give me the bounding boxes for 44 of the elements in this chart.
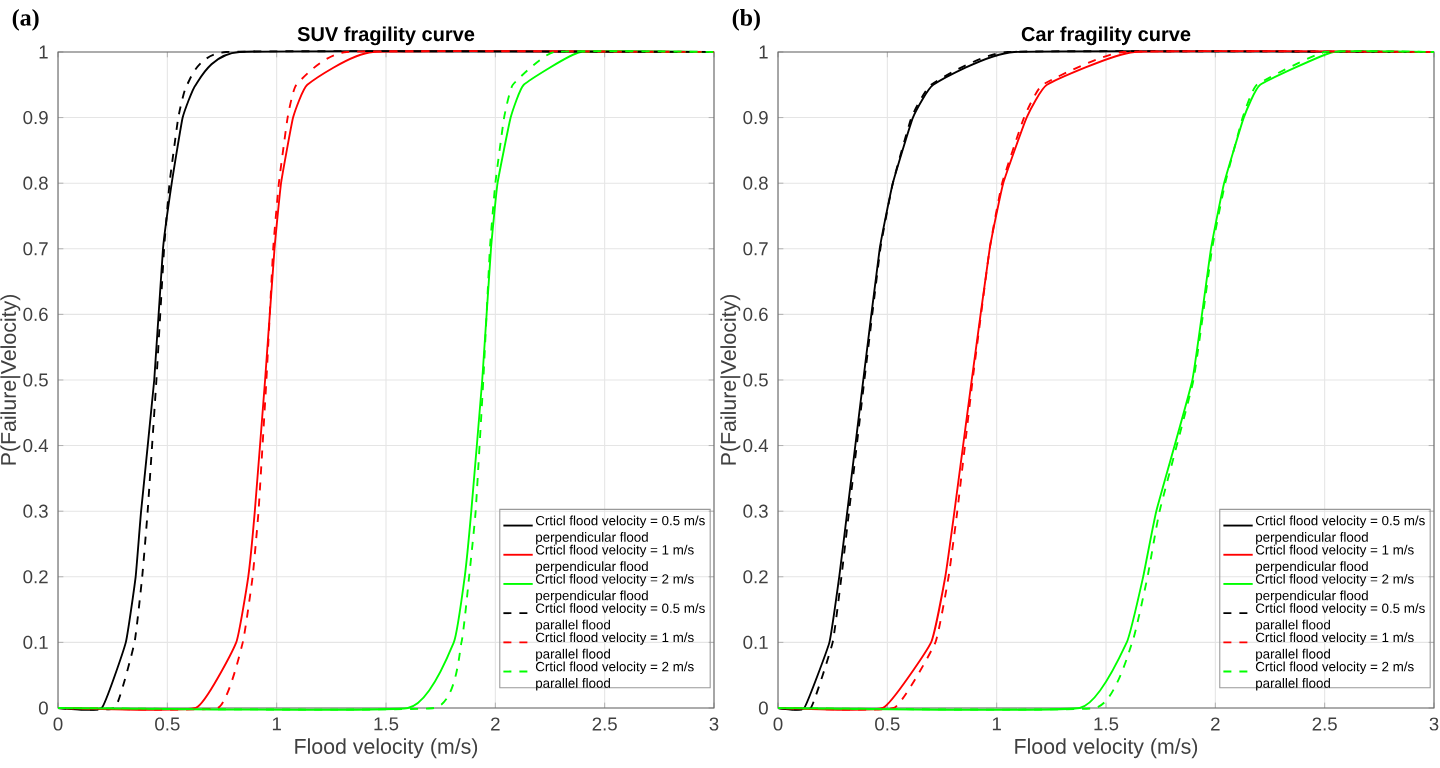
x-tick-label: 3 bbox=[709, 717, 719, 731]
y-tick-label: 0.1 bbox=[743, 635, 768, 649]
y-tick-label: 1 bbox=[759, 45, 768, 59]
x-tick-label: 0.5 bbox=[155, 717, 180, 731]
y-tick-label: 0.7 bbox=[23, 242, 48, 256]
y-tick-label: 1 bbox=[39, 45, 48, 59]
y-tick-label: 0.5 bbox=[743, 373, 768, 387]
x-tick-label: 0 bbox=[773, 717, 783, 731]
chart-title: Car fragility curve bbox=[1021, 26, 1191, 46]
y-tick-label: 0.9 bbox=[23, 111, 48, 125]
y-tick-label: 0.8 bbox=[23, 176, 48, 190]
x-tick-label: 1 bbox=[272, 717, 281, 731]
y-tick-label: 0.6 bbox=[23, 307, 48, 321]
x-tick-label: 2.5 bbox=[1312, 717, 1337, 731]
y-tick-label: 0.5 bbox=[23, 373, 48, 387]
y-tick-label: 0.2 bbox=[23, 570, 48, 584]
x-axis-title: Flood velocity (m/s) bbox=[1015, 738, 1198, 759]
y-tick-label: 0.6 bbox=[743, 307, 768, 321]
x-tick-label: 1.5 bbox=[374, 717, 399, 731]
y-tick-label: 0 bbox=[758, 701, 768, 715]
y-tick-label: 0.2 bbox=[743, 570, 768, 584]
x-tick-label: 3 bbox=[1429, 717, 1439, 731]
y-tick-label: 0.7 bbox=[743, 242, 768, 256]
y-tick-label: 0 bbox=[38, 701, 48, 715]
y-tick-label: 0.4 bbox=[23, 438, 49, 453]
y-tick-label: 0.1 bbox=[23, 635, 48, 649]
x-tick-label: 1.5 bbox=[1094, 717, 1119, 731]
chart-title: SUV fragility curve bbox=[297, 26, 475, 46]
text: (b) bbox=[732, 8, 760, 31]
x-tick-label: 2.5 bbox=[592, 717, 617, 731]
y-tick-label: 0.3 bbox=[743, 504, 768, 518]
x-tick-label: 1 bbox=[992, 717, 1001, 731]
x-tick-label: 0 bbox=[53, 717, 63, 731]
x-axis-title: Flood velocity (m/s) bbox=[295, 738, 478, 759]
y-tick-label: 0.4 bbox=[743, 438, 769, 453]
x-tick-label: 2 bbox=[491, 717, 500, 731]
text: (a) bbox=[12, 8, 39, 31]
y-tick-label: 0.3 bbox=[23, 504, 48, 518]
y-tick-label: 0.9 bbox=[743, 111, 768, 125]
y-axis-title: P(Failure|Velocity) bbox=[720, 294, 741, 465]
x-tick-label: 0.5 bbox=[875, 717, 900, 731]
x-tick-label: 2 bbox=[1211, 717, 1220, 731]
y-axis-title: P(Failure|Velocity) bbox=[0, 294, 21, 465]
y-tick-label: 0.8 bbox=[743, 176, 768, 190]
